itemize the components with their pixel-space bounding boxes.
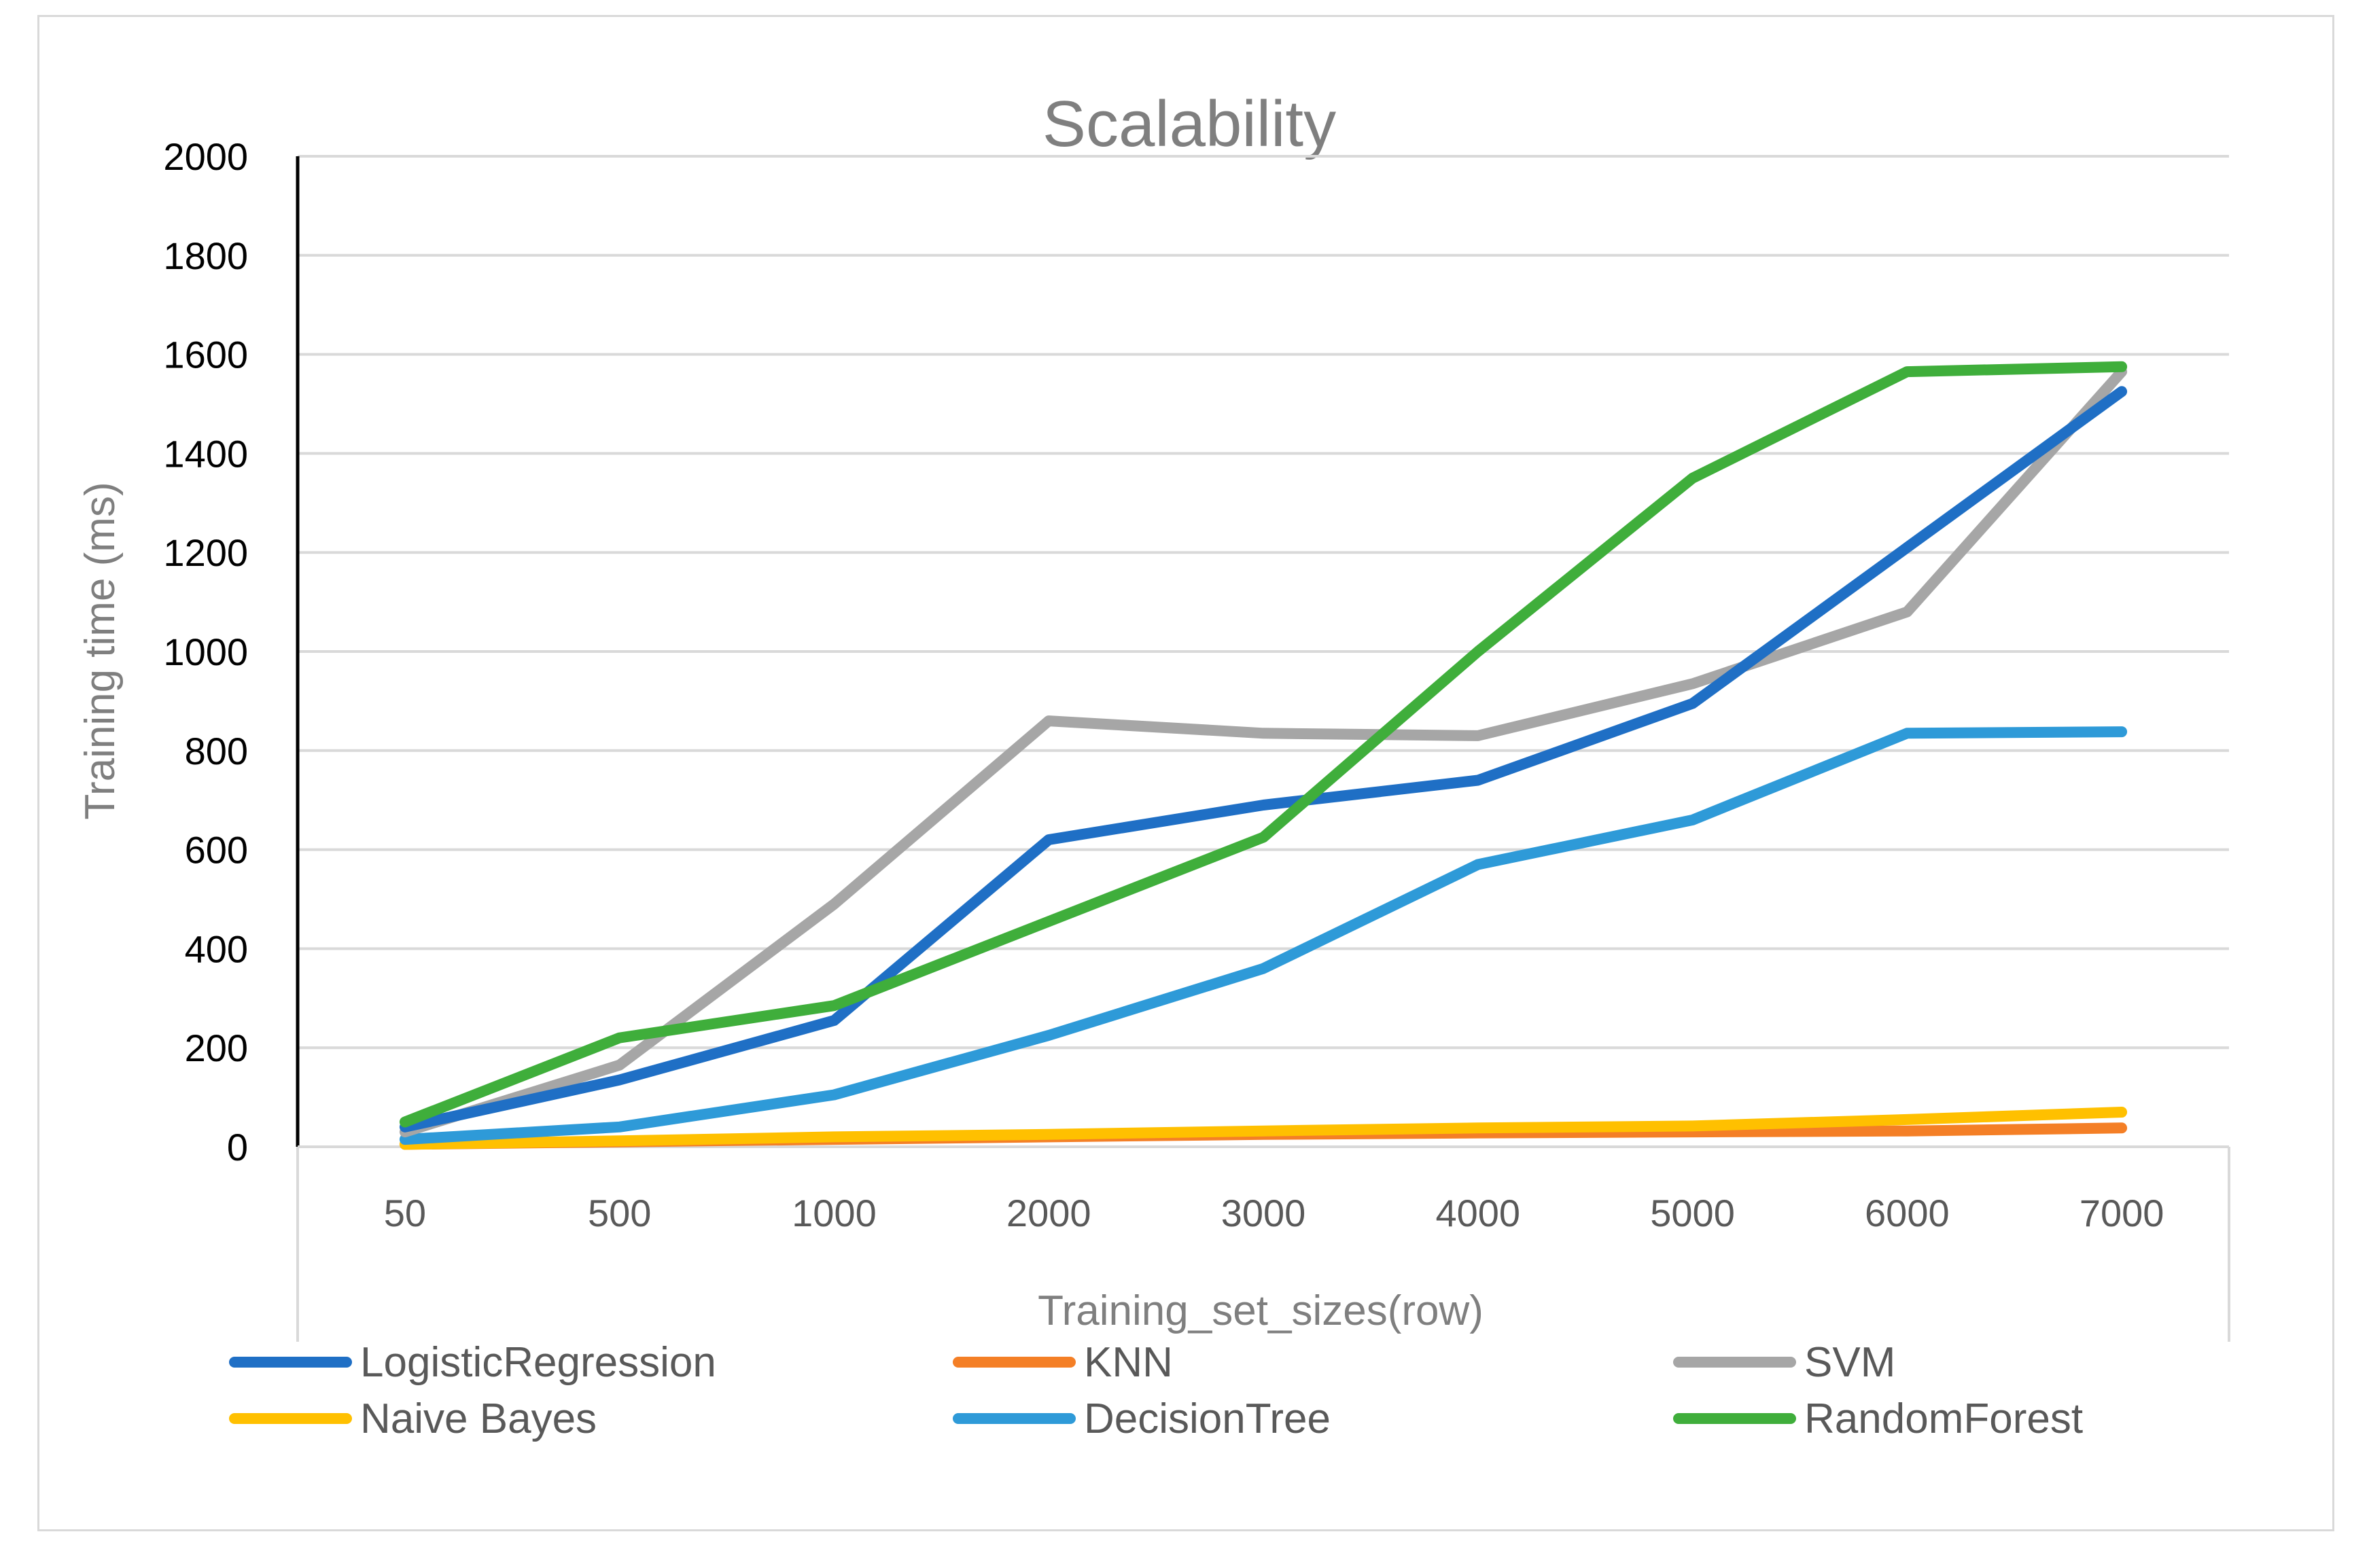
series-line-randomforest xyxy=(399,361,2128,1128)
series-line-decisiontree xyxy=(399,726,2128,1145)
legend-label: Naive Bayes xyxy=(360,1395,597,1442)
x-tick-label: 50 xyxy=(384,1192,426,1234)
series-lines xyxy=(399,361,2128,1150)
y-axis-ticks: 0 200 400 600 800 1000 1200 1400 1600 1800 2000 xyxy=(163,135,248,1169)
y-tick-label: 200 xyxy=(185,1027,248,1069)
gridlines xyxy=(298,155,2229,1148)
y-tick-label: 1200 xyxy=(163,531,248,574)
y-tick-label: 1800 xyxy=(163,234,248,277)
y-tick-label: 1600 xyxy=(163,334,248,376)
chart-title: Scalability xyxy=(1042,88,1336,160)
series-line-naive-bayes xyxy=(399,1107,2128,1150)
legend-label: KNN xyxy=(1084,1339,1173,1386)
legend-label: LogisticRegression xyxy=(360,1339,716,1386)
y-tick-label: 2000 xyxy=(163,135,248,178)
x-tick-label: 1000 xyxy=(792,1192,877,1234)
x-tick-label: 6000 xyxy=(1865,1192,1950,1234)
x-tick-label: 5000 xyxy=(1650,1192,1735,1234)
x-tick-label: 500 xyxy=(588,1192,651,1234)
y-axis-title: Training time (ms) xyxy=(77,482,124,819)
x-tick-label: 3000 xyxy=(1221,1192,1306,1234)
x-tick-label: 2000 xyxy=(1006,1192,1091,1234)
y-tick-label: 1000 xyxy=(163,630,248,673)
x-axis-ticks: 50 500 1000 2000 3000 4000 5000 6000 7000 xyxy=(384,1192,2164,1234)
x-tick-label: 4000 xyxy=(1435,1192,1520,1234)
y-tick-label: 400 xyxy=(185,927,248,970)
series-line-svm xyxy=(399,366,2128,1138)
y-tick-label: 0 xyxy=(227,1126,248,1169)
series-line-logisticregression xyxy=(399,386,2128,1133)
chart-frame xyxy=(37,15,2334,1531)
x-tick-label: 7000 xyxy=(2080,1192,2164,1234)
legend-label: SVM xyxy=(1804,1339,1895,1386)
y-tick-label: 600 xyxy=(185,829,248,872)
legend: LogisticRegression KNN SVM Naive Bayes Decis… xyxy=(229,1339,2083,1442)
legend-label: DecisionTree xyxy=(1084,1395,1331,1442)
axes xyxy=(296,156,2230,1342)
y-tick-label: 1400 xyxy=(163,432,248,475)
legend-label: RandomForest xyxy=(1804,1395,2083,1442)
x-axis-title: Training_set_sizes(row) xyxy=(1038,1287,1484,1334)
y-tick-label: 800 xyxy=(185,730,248,772)
